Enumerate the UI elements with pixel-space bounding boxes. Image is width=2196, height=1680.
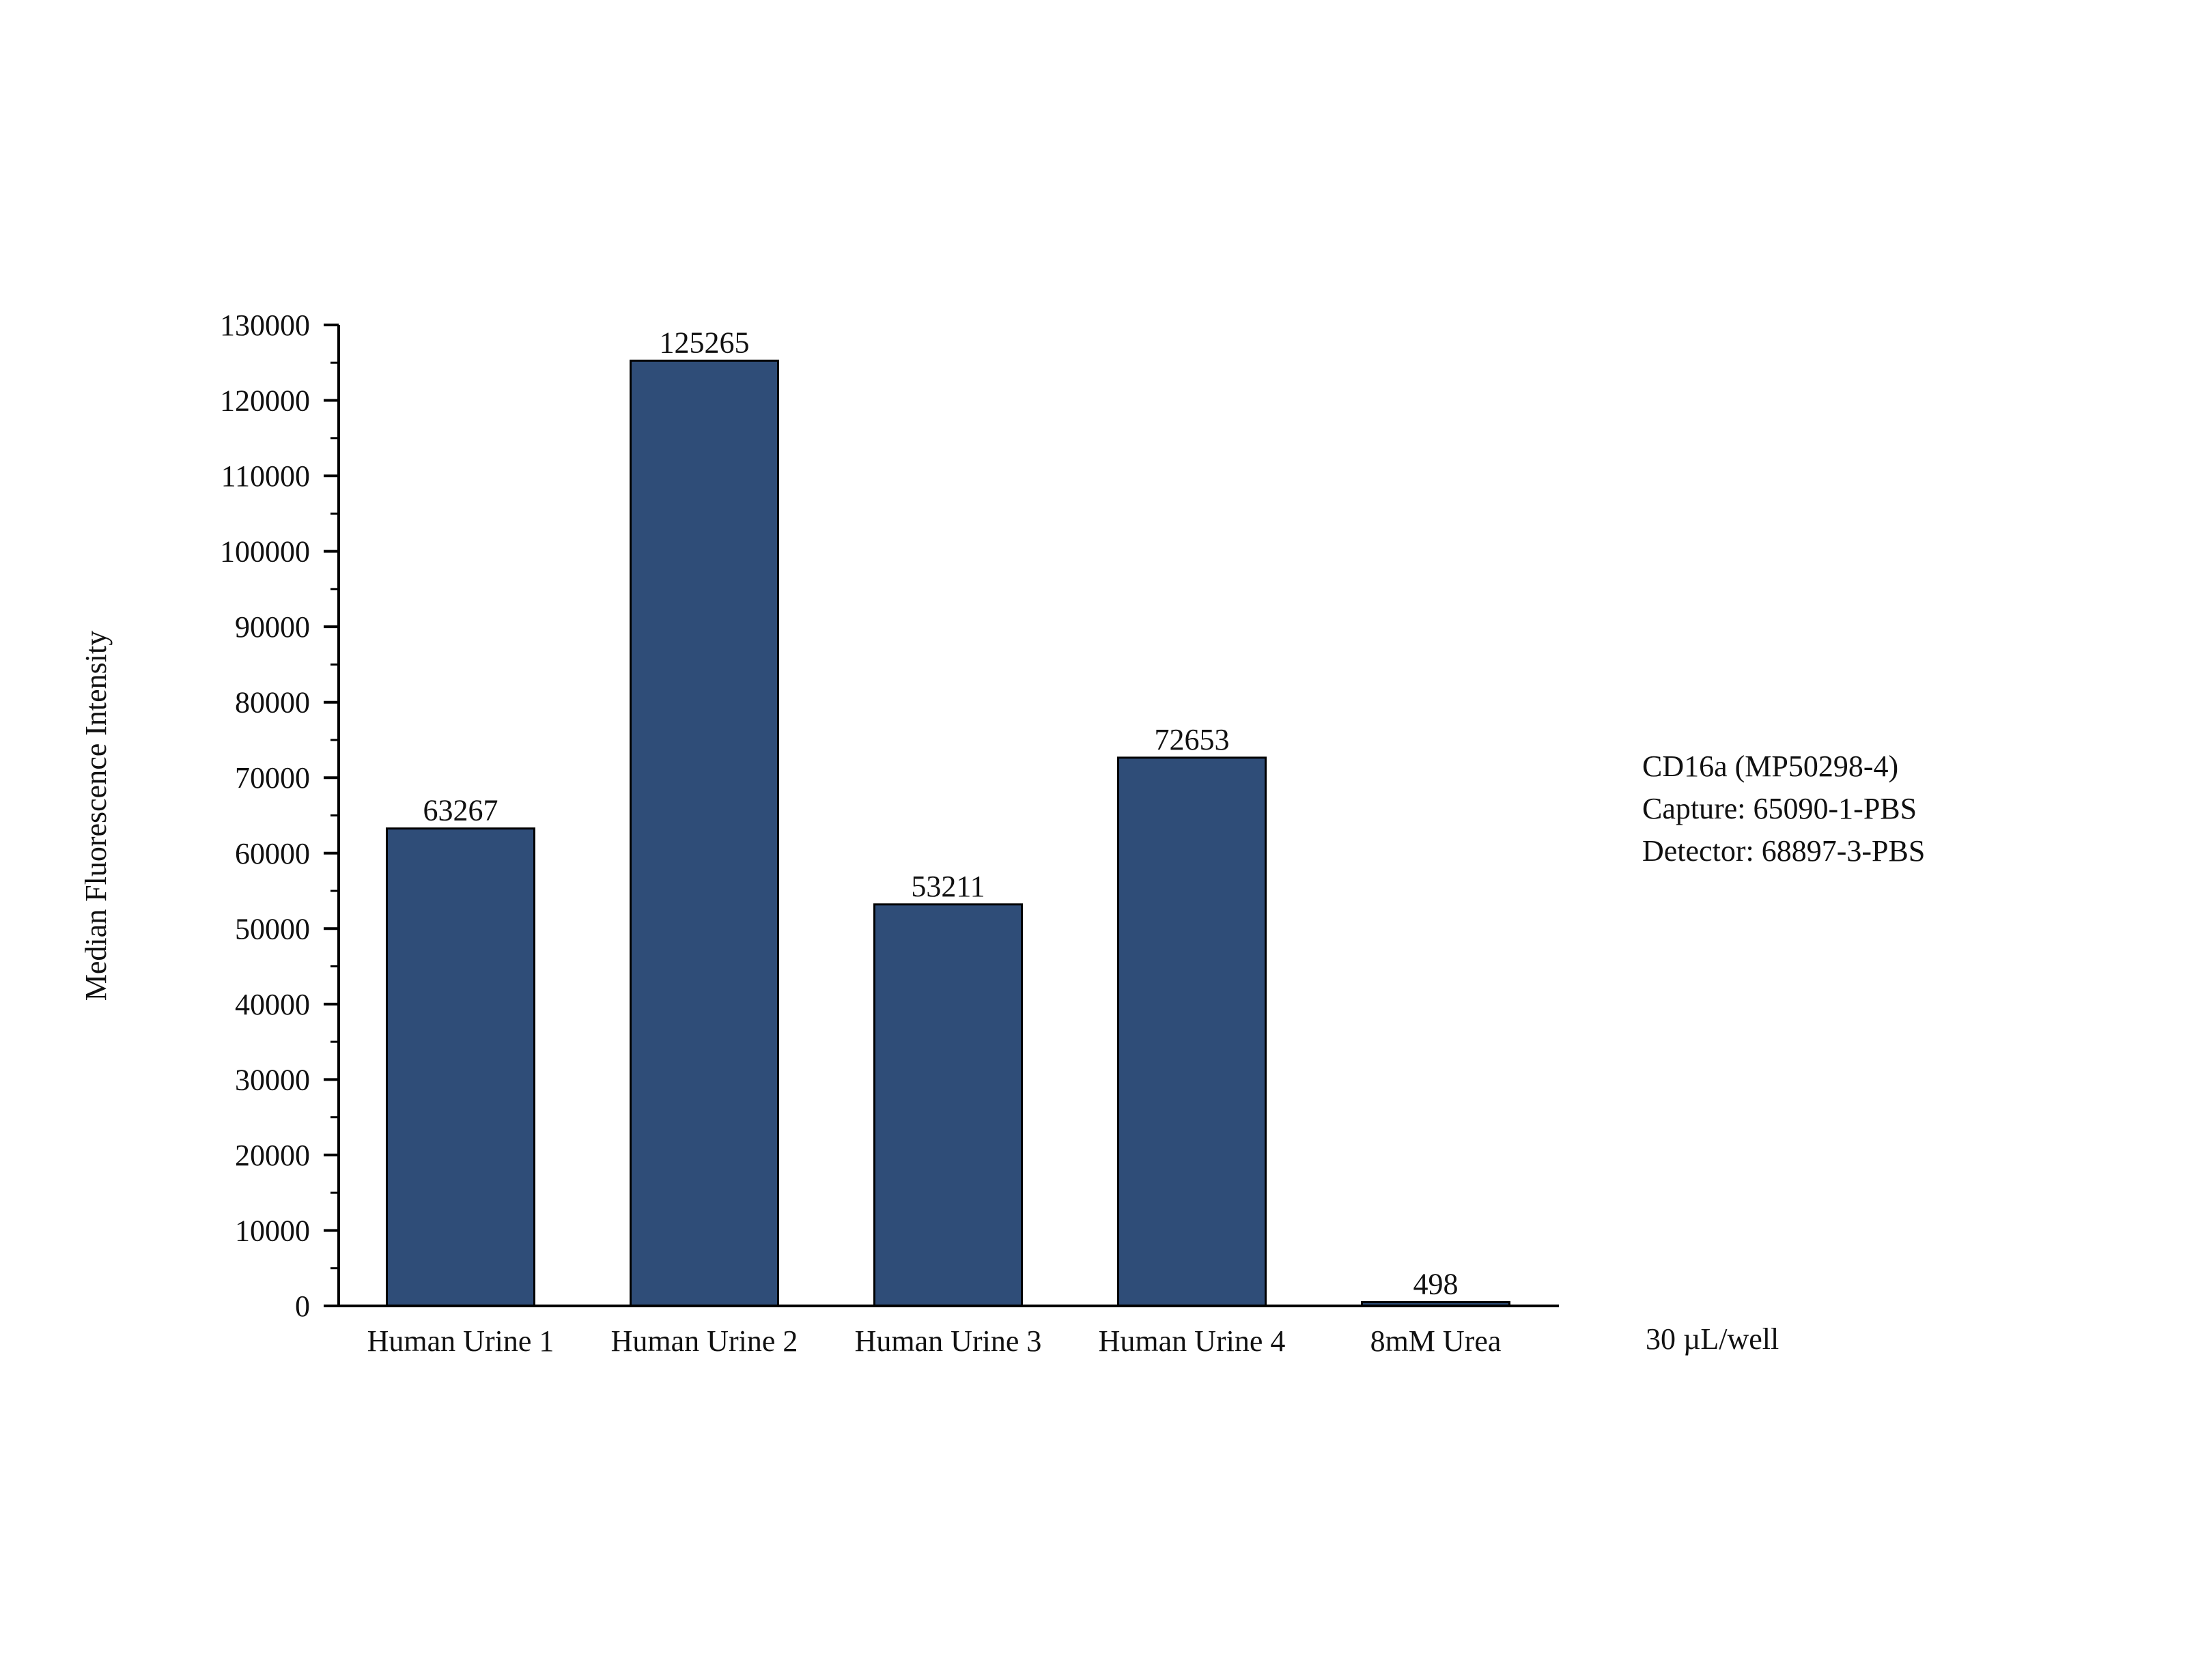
annotation-line-detector: Detector: 68897-3-PBS: [1642, 834, 1925, 868]
data-label-4: 72653: [1155, 723, 1230, 756]
data-label-3: 53211: [911, 870, 985, 903]
annotation-line-protein: CD16a (MP50298-4): [1642, 750, 1898, 783]
bar-1: [386, 827, 535, 1307]
y-tick-label: 110000: [221, 459, 310, 493]
data-label-1: 63267: [423, 794, 498, 827]
y-tick-label: 80000: [235, 686, 310, 720]
data-labels-group: 63267 125265 53211 72653 498: [423, 326, 1459, 1300]
y-axis: 0 10000 20000 30000 40000 50000 60000 70000 8000…: [220, 309, 340, 1323]
volume-footnote: 30 µL/well: [1646, 1322, 1779, 1356]
bar-3: [873, 903, 1023, 1307]
category-label-4: Human Urine 4: [1099, 1324, 1286, 1358]
bar-2: [630, 359, 779, 1307]
annotation-line-capture: Capture: 65090-1-PBS: [1642, 792, 1917, 825]
y-tick-label: 100000: [220, 535, 310, 569]
y-tick-label: 40000: [235, 988, 310, 1021]
y-tick-label: 0: [295, 1290, 310, 1323]
y-tick-label: 90000: [235, 610, 310, 644]
bar-4: [1117, 756, 1267, 1307]
y-tick-label: 120000: [220, 384, 310, 418]
y-tick-label: 60000: [235, 837, 310, 870]
y-tick-label: 20000: [235, 1139, 310, 1172]
y-tick-label: 10000: [235, 1214, 310, 1247]
y-tick-label: 30000: [235, 1063, 310, 1096]
y-axis-title: Median Fluorescence Intensity: [79, 631, 113, 1001]
category-label-5: 8mM Urea: [1370, 1324, 1502, 1358]
y-tick-label: 50000: [235, 912, 310, 945]
data-label-5: 498: [1413, 1267, 1459, 1300]
category-label-2: Human Urine 2: [611, 1324, 798, 1358]
annotation-block: CD16a (MP50298-4) Capture: 65090-1-PBS D…: [1642, 750, 1925, 868]
x-axis: Human Urine 1 Human Urine 2 Human Urine 3 H…: [337, 1305, 1559, 1358]
y-tick-label: 70000: [235, 761, 310, 795]
bars-group: [386, 359, 1510, 1307]
data-label-2: 125265: [660, 326, 750, 359]
y-tick-label: 130000: [220, 309, 310, 342]
category-label-3: Human Urine 3: [855, 1324, 1042, 1358]
category-label-1: Human Urine 1: [367, 1324, 554, 1358]
